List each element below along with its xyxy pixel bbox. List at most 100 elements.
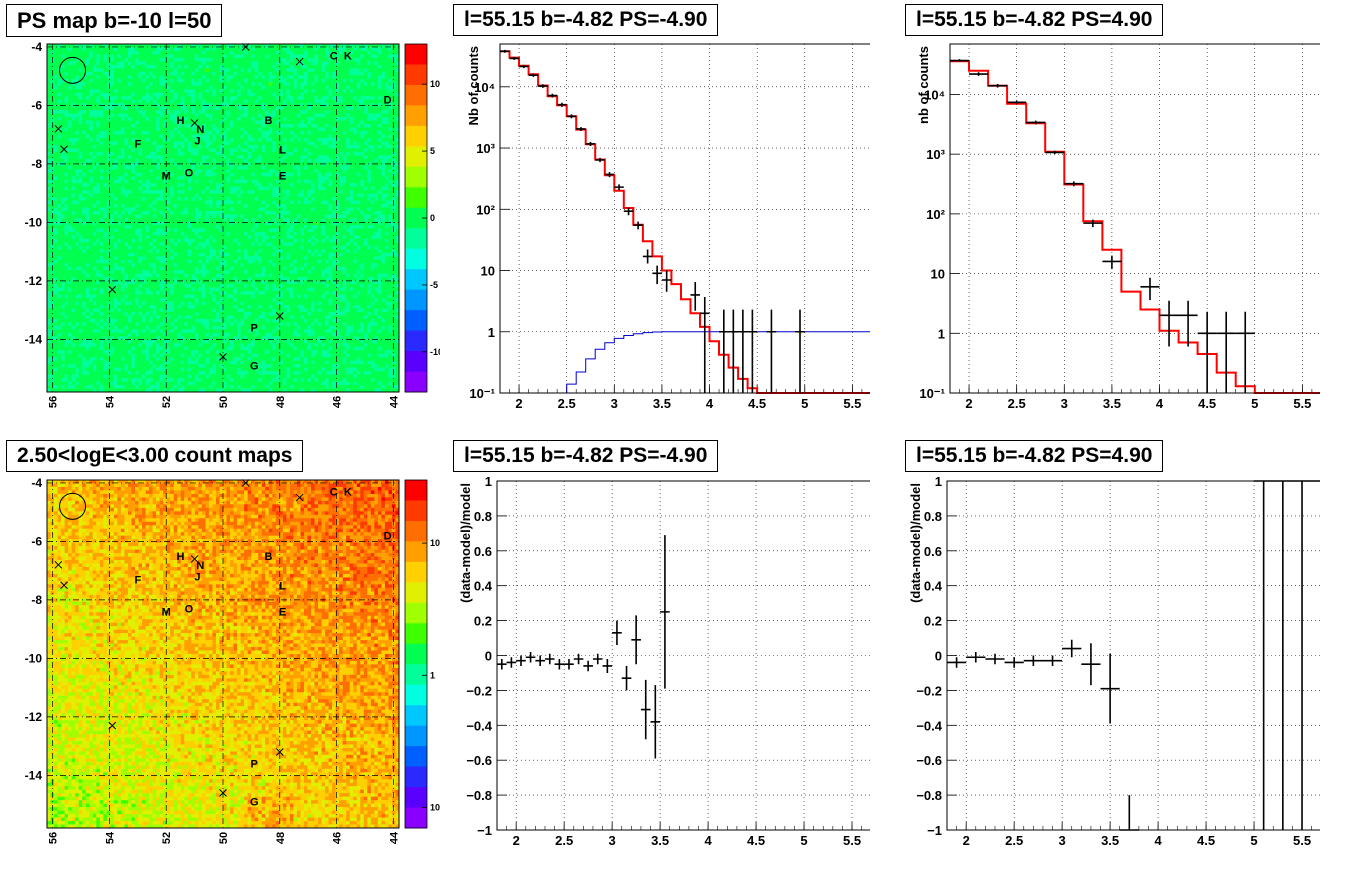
spectrum-left-title: l=55.15 b=-4.82 PS=-4.90 (453, 4, 719, 36)
y-tick-label: 0.2 (924, 614, 942, 629)
source-label: P (251, 323, 258, 335)
y-axis-label: (data-model)/model (908, 483, 923, 603)
data-point (988, 83, 1008, 88)
x-tick-label: 4.5 (1198, 396, 1216, 411)
y-tick-label: 1 (935, 474, 942, 489)
source-label: E (279, 171, 286, 183)
data-point (538, 84, 548, 88)
y-axis-label: nb of counts (916, 46, 931, 124)
source-x-marker (60, 145, 68, 154)
source-label: O (185, 168, 194, 180)
source-label: E (279, 607, 286, 619)
colorbar-step (405, 187, 427, 209)
colorbar-tick-label: 10 (430, 79, 440, 89)
data-point (1102, 255, 1122, 269)
x-tick-label: 4 (706, 396, 714, 411)
flat-histogram (519, 331, 870, 394)
x-tick-label: 50 (218, 396, 230, 408)
data-point (500, 49, 510, 53)
y-tick-label: −0.6 (466, 753, 492, 768)
source-label: N (196, 560, 204, 572)
data-point (535, 655, 545, 666)
spectrum-right-chart: 22.533.544.555.56logE10⁴10³10²10110⁻¹nb … (916, 43, 1320, 411)
source-label: J (194, 136, 200, 148)
y-tick-label: 1 (488, 325, 495, 340)
x-tick-label: 4 (1156, 396, 1164, 411)
colorbar-step (405, 561, 427, 583)
y-tick-label: 10⁴ (474, 80, 495, 95)
y-tick-label: 10³ (476, 141, 495, 156)
x-tick-label: 46 (332, 396, 344, 408)
source-label: D (384, 95, 392, 107)
x-tick-label: 2.5 (1008, 396, 1026, 411)
data-point (652, 265, 662, 285)
colorbar-step (405, 643, 427, 665)
count-map-title: 2.50<logE<3.00 count maps (6, 440, 304, 472)
x-tick-label: 5.5 (843, 833, 861, 848)
y-tick-label: 10⁻¹ (469, 386, 495, 401)
residual-right-title: l=55.15 b=-4.82 PS=4.90 (905, 440, 1164, 472)
roi-circle (59, 56, 87, 84)
colorbar-step (405, 166, 427, 188)
y-tick-label: -4 (31, 40, 42, 54)
x-tick-label: 3 (1061, 396, 1068, 411)
count-map-chart: 56 54 52 50 48 46 44 -4 -6 -8 -10 -12 -14 C K D HN B F J L M O… (25, 476, 440, 844)
colorbar-tick-label: 10⁻¹ (430, 803, 440, 813)
x-tick-label: 3 (609, 833, 616, 848)
source-x-marker (275, 312, 284, 320)
y-tick-label: -12 (25, 710, 43, 724)
source-label: F (134, 574, 141, 586)
y-tick-label: -8 (31, 157, 42, 171)
x-tick-label: 3.5 (1103, 396, 1121, 411)
data-point (623, 207, 634, 216)
x-tick-label: 56 (48, 832, 60, 844)
x-tick-label: 2 (515, 396, 522, 411)
colorbar-step (405, 602, 427, 624)
y-tick-label: -12 (25, 274, 43, 288)
data-point (1081, 643, 1101, 686)
colorbar-step (405, 541, 427, 563)
data-point (583, 660, 593, 672)
y-tick-label: 10⁴ (924, 87, 945, 102)
colorbar-step (405, 289, 427, 311)
y-tick-label: 1 (938, 326, 945, 341)
data-point (519, 64, 529, 69)
source-label: H (176, 551, 184, 563)
data-point (557, 102, 567, 107)
data-point (950, 59, 970, 62)
y-tick-label: −0.4 (466, 718, 492, 733)
x-tick-label: 48 (275, 396, 287, 408)
colorbar-step (405, 787, 427, 809)
x-tick-label: 54 (104, 395, 116, 408)
x-tick-label: 2.5 (555, 833, 573, 848)
source-x-marker (108, 721, 117, 730)
source-label: M (162, 171, 171, 183)
data-point (766, 309, 777, 393)
data-point (1064, 181, 1084, 187)
data-point (1235, 311, 1255, 393)
colorbar-step (405, 705, 427, 727)
colorbar-step (405, 64, 427, 86)
data-point (614, 184, 624, 191)
colorbar-tick-label: 1 (430, 670, 435, 680)
source-label: B (264, 551, 272, 563)
data-point (631, 615, 641, 665)
source-x-marker (60, 581, 68, 590)
plot-background (947, 481, 1320, 830)
spectrum-right-title: l=55.15 b=-4.82 PS=4.90 (905, 4, 1164, 36)
colorbar-step (405, 746, 427, 768)
data-point (602, 658, 613, 673)
colorbar-step (405, 520, 427, 542)
data-point (1197, 311, 1217, 393)
source-label: B (264, 115, 272, 127)
data-point (497, 658, 507, 670)
x-tick-label: 5 (800, 833, 807, 848)
colorbar-step (405, 371, 427, 393)
roi-circle (59, 492, 87, 520)
colorbar-step (405, 766, 427, 788)
data-point (650, 685, 661, 759)
data-point (1100, 653, 1120, 724)
x-tick-label: 5.5 (1293, 396, 1311, 411)
colorbar-tick-label: -5 (430, 280, 438, 290)
data-point (592, 653, 603, 665)
